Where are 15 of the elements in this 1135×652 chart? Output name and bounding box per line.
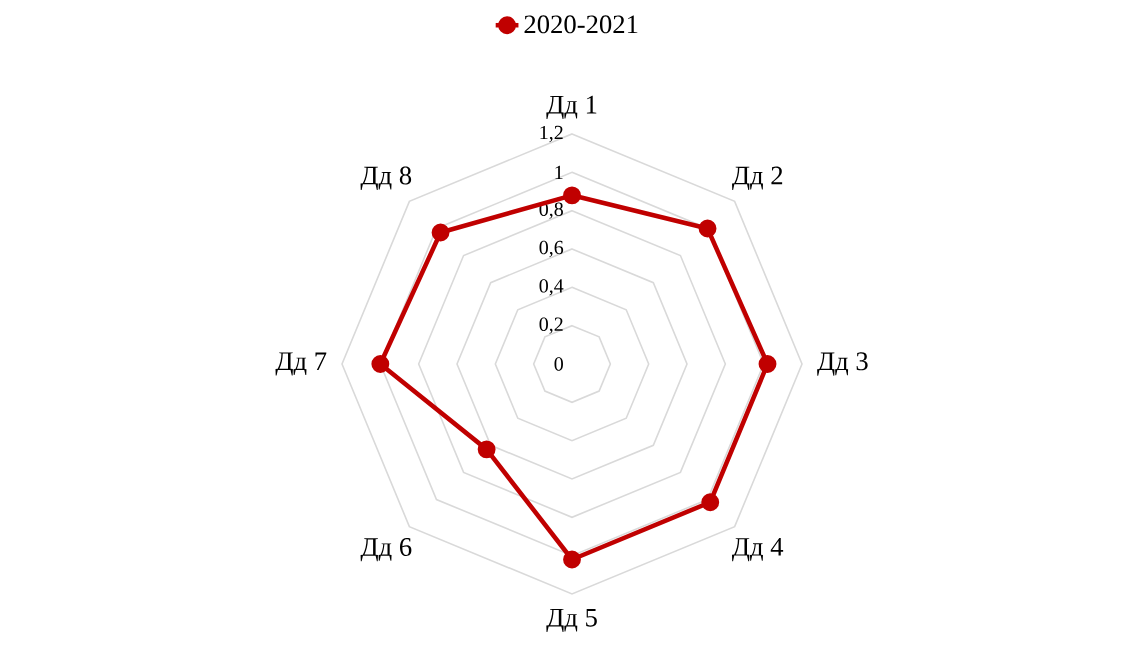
- y-tick-label: 1,2: [540, 125, 563, 143]
- y-tick-label: 0,6: [539, 240, 564, 258]
- spoke-label: Дд 8: [360, 166, 412, 190]
- legend-label: 2020-2021: [524, 15, 638, 34]
- spoke-label: Дд 6: [360, 538, 412, 562]
- spoke-label: Дд 1: [546, 95, 597, 120]
- spoke-label: Дд 5: [546, 608, 597, 633]
- y-tick-label: 0,2: [539, 317, 563, 334]
- y-tick-label: 0,4: [539, 279, 564, 296]
- y-tick-label: 0: [554, 357, 563, 371]
- spoke-label: Дд 3: [817, 352, 868, 376]
- spoke-label: Дд 4: [731, 538, 784, 562]
- spoke-label: Дд 2: [732, 166, 783, 190]
- y-tick-label: 1: [555, 165, 563, 179]
- spoke-label: Дд 7: [275, 352, 327, 376]
